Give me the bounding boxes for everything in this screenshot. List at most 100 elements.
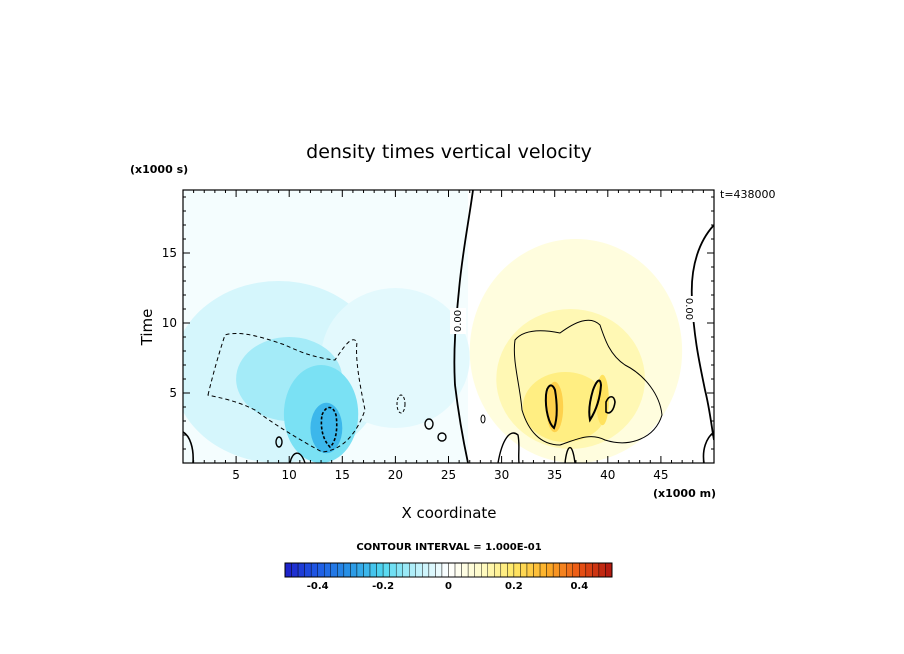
small-contour-2 — [424, 418, 434, 430]
colorbar-cell — [422, 562, 430, 578]
x-tick-label: 20 — [388, 468, 403, 482]
colorbar-cell — [566, 562, 573, 578]
colorbar-cell — [324, 562, 331, 578]
zero-contour-label-2: 0.00 — [683, 298, 694, 320]
y-unit-label: (x1000 s) — [130, 163, 188, 176]
heatmap-region-9 — [546, 381, 564, 433]
colorbar-cell — [487, 562, 495, 578]
y-axis-label: Time — [138, 309, 156, 347]
colorbar-cell — [546, 562, 554, 578]
positive-contour-inner-2 — [588, 379, 603, 423]
colorbar-cell — [533, 562, 541, 578]
heatmap-region-5 — [310, 402, 343, 454]
colorbar-tick-label: 0 — [445, 581, 452, 592]
small-contour-3 — [437, 432, 447, 442]
zero-contour-right — [690, 224, 714, 441]
colorbar-tick-label: 0.4 — [570, 581, 588, 592]
colorbar-cell — [481, 562, 488, 578]
x-tick-label: 15 — [335, 468, 350, 482]
colorbar-frame — [284, 562, 613, 578]
negative-contour — [207, 332, 366, 453]
colorbar-cell — [526, 562, 534, 578]
x-tick-label: 40 — [600, 468, 615, 482]
colorbar-tick-label: -0.2 — [372, 581, 394, 592]
colorbar-cell — [389, 562, 397, 578]
x-tick-label: 10 — [282, 468, 297, 482]
x-tick-label: 45 — [653, 468, 668, 482]
colorbar-cell — [605, 562, 613, 578]
chart-title: density times vertical velocity — [306, 141, 592, 163]
colorbar-cell — [585, 562, 593, 578]
colorbar-cell — [317, 562, 325, 578]
x-axis-label: X coordinate — [401, 504, 496, 522]
x-tick-label: 35 — [547, 468, 562, 482]
colorbar-cell — [415, 562, 423, 578]
colorbar-cell — [428, 562, 436, 578]
colorbar-cell — [507, 562, 515, 578]
colorbar-cell — [435, 562, 443, 578]
colorbar-cell — [559, 562, 567, 578]
small-contour-5 — [480, 414, 486, 424]
edge-contour-left — [183, 431, 194, 463]
colorbar-cell — [350, 562, 358, 578]
colorbar-cell — [494, 562, 502, 578]
x-tick-label: 30 — [494, 468, 509, 482]
colorbar-cell — [592, 562, 600, 578]
colorbar-cell — [402, 562, 410, 578]
heatmap-region-2 — [321, 288, 470, 428]
x-tick-label: 25 — [441, 468, 456, 482]
x-tick-label: 5 — [232, 468, 240, 482]
small-contour-4 — [396, 394, 406, 414]
colorbar-cell — [441, 562, 449, 578]
colorbar-cell — [467, 562, 475, 578]
colorbar-cell — [461, 562, 469, 578]
heatmap-region-8 — [522, 372, 608, 442]
time-label: t=438000 — [720, 188, 776, 201]
y-tick-label: 5 — [169, 386, 177, 400]
y-tick-label: 15 — [162, 246, 177, 260]
colorbar-cell — [448, 562, 456, 578]
colorbar-tick-label: 0.2 — [505, 581, 523, 592]
colorbar-tick-label: -0.4 — [307, 581, 329, 592]
colorbar-cell — [520, 562, 528, 578]
colorbar-cell — [363, 562, 371, 578]
colorbar-cell — [454, 562, 462, 578]
colorbar-cell — [343, 562, 351, 578]
positive-contour — [513, 319, 663, 446]
y-tick-label: 10 — [162, 316, 177, 330]
colorbar-cell — [369, 562, 377, 578]
colorbar-cell — [409, 562, 417, 578]
colorbar-cell — [382, 562, 390, 578]
colorbar-cell — [552, 562, 560, 578]
colorbar-cell — [395, 562, 403, 578]
colorbar-cell — [474, 562, 482, 578]
colorbar-cell — [500, 562, 508, 578]
small-contour-1 — [275, 436, 283, 448]
plot-area — [183, 190, 714, 463]
positive-contour-inner-1 — [544, 384, 558, 430]
colorbar-cell — [598, 562, 606, 578]
zero-contour-label-1: 0.00 — [453, 310, 464, 332]
colorbar-cell — [297, 562, 305, 578]
y-ticks: 5 10 15 — [162, 196, 714, 450]
x-ticks: 5 10 15 20 25 30 35 40 45 — [193, 190, 704, 482]
colorbar-cell — [579, 562, 587, 578]
colorbar-cell — [539, 562, 547, 578]
contour-interval-text: CONTOUR INTERVAL = 1.000E-01 — [356, 542, 541, 553]
edge-contour-right — [702, 431, 714, 463]
negative-contour-inner — [320, 406, 338, 449]
colorbar-cell — [330, 562, 338, 578]
colorbar — [284, 562, 613, 578]
heatmap-regions — [183, 239, 683, 463]
x-unit-label: (x1000 m) — [653, 487, 716, 500]
colorbar-cell — [376, 562, 384, 578]
colorbar-cell — [310, 562, 318, 578]
colorbar-ticks: -0.4 -0.2 0 0.2 0.4 — [307, 581, 588, 592]
colorbar-cell — [291, 562, 299, 578]
positive-contour-inner-3 — [605, 395, 616, 414]
bottom-contour — [289, 432, 576, 463]
colorbar-cell — [304, 562, 312, 578]
colorbar-cell — [337, 562, 345, 578]
colorbar-cell — [513, 562, 521, 578]
colorbar-cell — [356, 562, 364, 578]
